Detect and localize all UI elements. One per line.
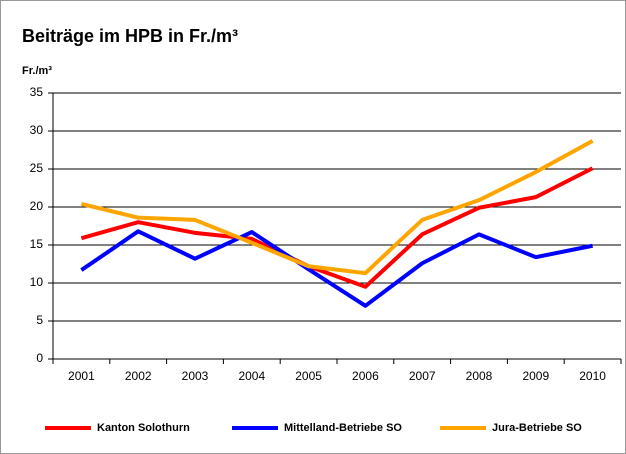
x-tick-label: 2010 [579, 369, 606, 383]
legend-label: Jura-Betriebe SO [492, 422, 582, 434]
x-tick-label: 2009 [522, 369, 549, 383]
y-tick-label: 20 [30, 199, 44, 213]
x-tick-label: 2006 [352, 369, 379, 383]
x-tick-label: 2004 [238, 369, 265, 383]
x-tick-label: 2002 [125, 369, 152, 383]
y-tick-label: 15 [30, 237, 44, 251]
legend-label: Kanton Solothurn [97, 422, 190, 434]
series-line [80, 229, 593, 308]
x-tick-label: 2003 [182, 369, 209, 383]
x-tick-label: 2001 [68, 369, 95, 383]
series-line [80, 139, 594, 276]
y-axis-label: Fr./m³ [22, 65, 52, 77]
series-line [80, 166, 594, 289]
y-tick-label: 35 [30, 85, 44, 99]
y-tick-label: 5 [36, 313, 43, 327]
chart-title: Beiträge im HPB in Fr./m³ [22, 26, 238, 46]
x-tick-label: 2005 [295, 369, 322, 383]
x-tick-label: 2008 [466, 369, 493, 383]
legend-label: Mittelland-Betriebe SO [284, 422, 402, 434]
y-tick-label: 30 [30, 123, 44, 137]
y-tick-label: 10 [30, 275, 44, 289]
y-tick-label: 0 [36, 351, 43, 365]
y-tick-label: 25 [30, 161, 44, 175]
x-tick-label: 2007 [409, 369, 436, 383]
